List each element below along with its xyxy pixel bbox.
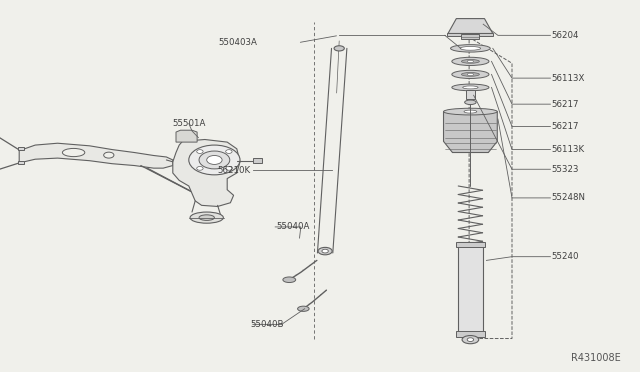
Text: 56204: 56204	[552, 31, 579, 40]
Ellipse shape	[334, 46, 344, 51]
Ellipse shape	[298, 306, 309, 311]
Ellipse shape	[322, 249, 328, 253]
Ellipse shape	[318, 247, 332, 255]
Text: 56217: 56217	[552, 100, 579, 109]
Bar	[456, 242, 485, 247]
Ellipse shape	[467, 60, 474, 62]
Circle shape	[199, 151, 230, 169]
Ellipse shape	[283, 277, 296, 283]
Ellipse shape	[451, 45, 490, 52]
Bar	[253, 158, 262, 163]
Ellipse shape	[464, 110, 477, 113]
Bar	[461, 34, 479, 39]
Text: 56113K: 56113K	[552, 145, 585, 154]
Text: 56210K: 56210K	[218, 166, 251, 175]
Ellipse shape	[467, 338, 474, 341]
Circle shape	[226, 167, 232, 170]
Ellipse shape	[460, 46, 481, 50]
Circle shape	[207, 155, 222, 164]
Bar	[456, 331, 485, 337]
Text: 55501A: 55501A	[173, 119, 206, 128]
Polygon shape	[448, 19, 493, 33]
Ellipse shape	[462, 336, 479, 344]
Ellipse shape	[199, 215, 214, 220]
Ellipse shape	[465, 100, 476, 105]
Bar	[18, 161, 24, 164]
Ellipse shape	[452, 70, 489, 78]
Circle shape	[189, 145, 240, 175]
Polygon shape	[19, 143, 173, 168]
Bar	[466, 90, 475, 99]
Text: 55248N: 55248N	[552, 193, 586, 202]
Bar	[447, 33, 493, 36]
Text: 550403A: 550403A	[219, 38, 258, 47]
Text: 55040A: 55040A	[276, 222, 310, 231]
Ellipse shape	[461, 73, 479, 76]
Polygon shape	[176, 130, 197, 142]
Ellipse shape	[452, 57, 489, 65]
Text: 56217: 56217	[552, 122, 579, 131]
Ellipse shape	[190, 212, 223, 223]
Circle shape	[226, 150, 232, 153]
Text: 55323: 55323	[552, 165, 579, 174]
Text: R431008E: R431008E	[571, 353, 621, 363]
Ellipse shape	[461, 60, 479, 63]
Ellipse shape	[467, 73, 474, 76]
Bar	[458, 242, 483, 333]
Bar	[18, 147, 24, 150]
Circle shape	[196, 167, 203, 170]
Ellipse shape	[63, 148, 85, 157]
Polygon shape	[444, 112, 497, 153]
Ellipse shape	[444, 108, 497, 115]
Ellipse shape	[463, 86, 478, 89]
Text: 55040B: 55040B	[251, 320, 284, 329]
Ellipse shape	[452, 84, 489, 91]
Circle shape	[196, 150, 203, 153]
Text: 55240: 55240	[552, 252, 579, 261]
Text: 56113X: 56113X	[552, 74, 585, 83]
Polygon shape	[173, 140, 240, 206]
Circle shape	[104, 152, 114, 158]
